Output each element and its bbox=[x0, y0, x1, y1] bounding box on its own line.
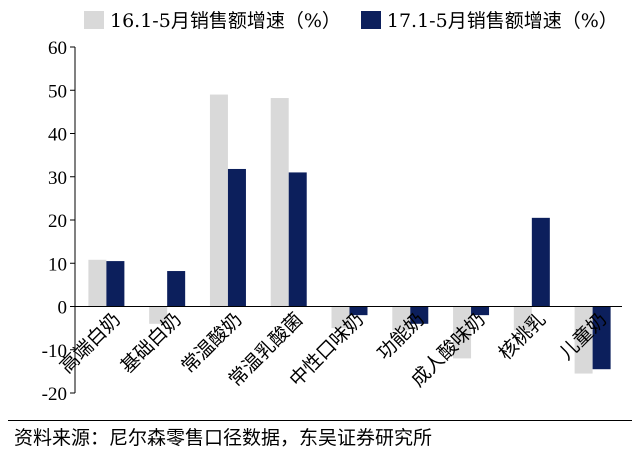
source-note: 资料来源：尼尔森零售口径数据，东吴证券研究所 bbox=[14, 427, 433, 449]
bar-series-2-9 bbox=[592, 306, 611, 370]
y-tick-label: 30 bbox=[48, 168, 67, 189]
bar-series-2-5 bbox=[349, 306, 368, 316]
legend-swatch-series-2 bbox=[360, 10, 381, 29]
legend-item-series-2: 17.1-5月销售额增速（%） bbox=[360, 6, 618, 33]
bar-series-1-1 bbox=[88, 259, 107, 307]
chart-legend: 16.1-5月销售额增速（%） 17.1-5月销售额增速（%） bbox=[84, 6, 638, 33]
bar-series-2-7 bbox=[471, 306, 490, 316]
bar-series-1-7 bbox=[453, 306, 472, 359]
y-tick-label: 40 bbox=[48, 125, 67, 146]
bar-series-2-1 bbox=[106, 261, 125, 307]
bar-series-2-4 bbox=[288, 172, 307, 307]
bar-series-1-4 bbox=[270, 98, 289, 307]
bar-series-1-9 bbox=[574, 306, 593, 374]
bar-series-1-5 bbox=[331, 306, 350, 329]
y-tick-label: 0 bbox=[58, 298, 68, 319]
legend-item-series-1: 16.1-5月销售额增速（%） bbox=[84, 6, 341, 33]
legend-label-series-1: 16.1-5月销售额增速（%） bbox=[110, 10, 341, 32]
bar-series-1-2 bbox=[149, 306, 168, 324]
y-tick-label: -20 bbox=[42, 384, 67, 405]
source-divider bbox=[8, 420, 632, 421]
bar-series-1-3 bbox=[209, 94, 228, 307]
bar-series-2-6 bbox=[410, 306, 429, 324]
legend-swatch-series-1 bbox=[84, 10, 104, 29]
bar-series-2-8 bbox=[531, 217, 550, 307]
y-tick-label: 50 bbox=[48, 81, 67, 102]
y-tick-label: 60 bbox=[48, 38, 67, 59]
y-tick-label: 20 bbox=[48, 211, 67, 232]
bar-series-2-3 bbox=[227, 168, 246, 307]
bar-series-2-2 bbox=[167, 271, 186, 307]
bar-series-1-6 bbox=[392, 306, 411, 331]
legend-label-series-2: 17.1-5月销售额增速（%） bbox=[386, 10, 618, 32]
bar-series-1-8 bbox=[513, 306, 532, 331]
y-tick-label: -10 bbox=[42, 341, 67, 362]
y-tick-label: 10 bbox=[48, 254, 67, 275]
